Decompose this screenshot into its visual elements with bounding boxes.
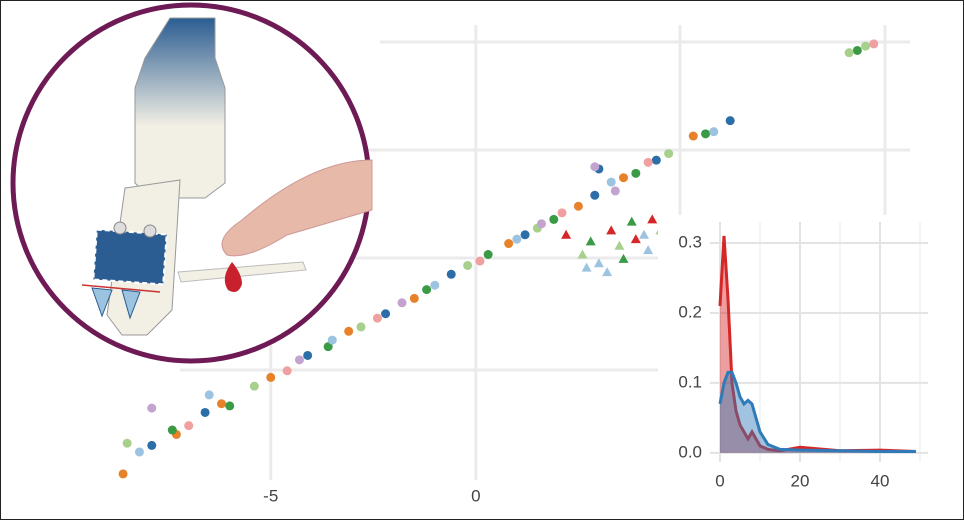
point xyxy=(282,366,292,376)
triangle-point xyxy=(602,267,613,277)
scatter-plot: -5 0 xyxy=(118,25,879,505)
point xyxy=(217,399,227,409)
point xyxy=(590,190,600,200)
point xyxy=(147,440,157,450)
area xyxy=(720,372,916,453)
triangle-point xyxy=(577,249,588,259)
point xyxy=(606,177,616,187)
area-line xyxy=(718,370,916,454)
point xyxy=(590,162,600,172)
triangle-point xyxy=(643,245,654,255)
point xyxy=(651,155,661,165)
illustration xyxy=(10,2,373,364)
point xyxy=(122,438,132,448)
point xyxy=(844,48,854,58)
point xyxy=(631,168,641,178)
point xyxy=(725,116,735,126)
point xyxy=(430,280,440,290)
triangle-point xyxy=(618,253,629,263)
point xyxy=(869,39,879,49)
y-tick-label: 0.3 xyxy=(678,232,702,251)
y-tick-label: 0.2 xyxy=(678,302,702,321)
point xyxy=(184,421,194,431)
point xyxy=(573,201,583,211)
x-tick-label: 0 xyxy=(471,486,480,505)
area xyxy=(720,235,916,453)
point xyxy=(372,313,382,323)
point xyxy=(204,390,214,400)
point xyxy=(463,260,473,270)
point xyxy=(549,214,559,224)
point xyxy=(167,425,177,435)
point xyxy=(249,381,259,391)
point xyxy=(664,149,674,159)
y-tick-label: 0.1 xyxy=(678,372,702,391)
point xyxy=(409,293,419,303)
x-tick-label: 20 xyxy=(791,471,810,490)
point xyxy=(397,298,407,308)
point xyxy=(323,342,333,352)
point xyxy=(709,127,719,137)
point xyxy=(422,285,432,295)
point xyxy=(134,447,144,457)
point xyxy=(200,407,210,417)
point xyxy=(852,45,862,55)
triangle-point xyxy=(630,234,641,244)
point xyxy=(475,256,485,266)
point xyxy=(266,372,276,382)
point xyxy=(557,208,567,218)
triangle-point xyxy=(593,258,604,268)
point xyxy=(688,131,698,141)
point xyxy=(381,309,391,319)
inset-background xyxy=(658,215,954,515)
point xyxy=(303,350,313,360)
triangle-point xyxy=(581,262,592,272)
point xyxy=(619,173,629,183)
triangle-point xyxy=(639,229,650,239)
x-tick-label: -5 xyxy=(263,486,278,505)
point xyxy=(701,129,711,139)
point xyxy=(861,41,871,51)
point xyxy=(512,234,522,244)
point xyxy=(118,469,128,479)
point xyxy=(536,219,546,229)
area-line xyxy=(718,235,917,454)
point xyxy=(225,401,235,411)
point xyxy=(344,326,354,336)
point xyxy=(483,250,493,260)
triangle-point xyxy=(614,240,625,250)
point xyxy=(147,403,157,413)
triangle-point xyxy=(647,214,658,224)
point xyxy=(643,157,653,167)
point xyxy=(356,322,366,332)
triangle-point xyxy=(585,236,596,246)
triangle-point xyxy=(606,225,617,235)
point xyxy=(610,186,620,196)
point xyxy=(520,230,530,240)
point xyxy=(446,269,456,279)
inset-chart: 0 20 40 0.0 0.1 0.2 0.3 xyxy=(658,215,954,515)
triangle-point xyxy=(561,229,572,239)
triangle-point xyxy=(626,216,637,226)
y-tick-label: 0.0 xyxy=(678,442,702,461)
x-tick-label: 0 xyxy=(715,471,724,490)
point xyxy=(504,239,514,249)
point xyxy=(327,335,337,345)
point xyxy=(294,355,304,365)
x-tick-label: 40 xyxy=(871,471,890,490)
